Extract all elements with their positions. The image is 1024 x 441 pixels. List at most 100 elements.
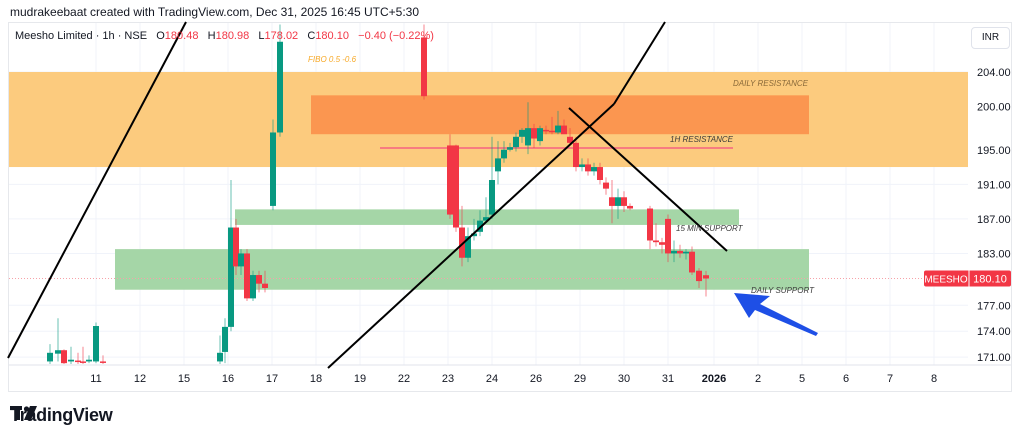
trendline-descending (568, 107, 728, 252)
chart-pane[interactable] (8, 22, 1012, 392)
high-value: 180.98 (215, 30, 250, 42)
candle (80, 361, 86, 363)
candle (501, 149, 507, 159)
price-tag-symbol: MEESHO (924, 274, 968, 285)
candle (689, 251, 695, 273)
x-tick: 5 (799, 373, 805, 385)
candle (447, 145, 453, 215)
candle (567, 136, 573, 143)
candle (603, 182, 609, 189)
candle (477, 220, 483, 232)
y-tick: 187.00 (977, 214, 1011, 226)
candle (222, 326, 228, 352)
candle (68, 359, 74, 362)
candle (507, 147, 513, 150)
candle (61, 350, 67, 364)
x-tick: 8 (931, 373, 937, 385)
trendlines[interactable] (7, 21, 818, 369)
y-tick: 171.00 (977, 352, 1011, 364)
low-value: 178.02 (264, 30, 299, 42)
candle (647, 208, 653, 241)
candle (621, 197, 627, 206)
candle (277, 41, 283, 133)
y-tick: 183.00 (977, 248, 1011, 260)
candle (555, 125, 561, 133)
candle (683, 251, 689, 254)
candle (471, 233, 477, 237)
x-tick: 2 (755, 373, 761, 385)
x-tick: 12 (134, 373, 146, 385)
x-tick: 23 (442, 373, 454, 385)
trendline-left (7, 21, 187, 359)
candle (597, 167, 603, 180)
svg-text:1H RESISTANCE: 1H RESISTANCE (670, 135, 734, 144)
candle (531, 128, 537, 139)
candle (75, 360, 81, 363)
tradingview-logo[interactable]: TradingView (10, 405, 113, 426)
price-tag-value: 180.10 (973, 273, 1007, 285)
candle (653, 240, 659, 243)
svg-text:15 MIN SUPPORT: 15 MIN SUPPORT (676, 224, 744, 233)
candle (513, 136, 519, 148)
y-tick: 204.00 (977, 67, 1011, 79)
open-value: 180.48 (164, 30, 199, 42)
candle (217, 352, 223, 362)
arrow-icon (734, 293, 818, 336)
x-tick: 6 (843, 373, 849, 385)
price-tag (924, 270, 1011, 287)
x-tick: 31 (662, 373, 674, 385)
x-tick: 18 (310, 373, 322, 385)
candle (47, 352, 53, 362)
candle (270, 132, 276, 206)
candles (47, 24, 709, 364)
candle (238, 253, 244, 267)
x-tick: 29 (574, 373, 586, 385)
candle (615, 197, 621, 206)
x-tick: 30 (618, 373, 630, 385)
candle (495, 158, 501, 172)
change-value: −0.40 (−0.22%) (358, 30, 434, 42)
candle (525, 128, 531, 146)
currency-button[interactable]: INR (971, 27, 1010, 49)
x-tick: 24 (486, 373, 498, 385)
candle (543, 129, 549, 132)
brand-name: TradingView (10, 405, 113, 425)
candle (233, 227, 239, 267)
candle (591, 167, 597, 172)
candle (696, 270, 702, 282)
candle (519, 129, 525, 137)
svg-text:DAILY RESISTANCE: DAILY RESISTANCE (733, 79, 809, 88)
candle (489, 180, 495, 215)
symbol-name: Meesho Limited · 1h · NSE (15, 30, 148, 42)
candle (561, 125, 567, 135)
candle (93, 326, 99, 362)
candle (100, 361, 106, 363)
chart-credit: mudrakeebaat created with TradingView.co… (10, 5, 420, 19)
candle (579, 164, 585, 168)
candle (262, 283, 268, 288)
candle (537, 128, 543, 142)
candle (244, 253, 250, 299)
close-value: 180.10 (315, 30, 349, 42)
y-tick: 174.00 (977, 326, 1011, 338)
y-tick: 191.00 (977, 179, 1011, 191)
tradingview-logo-icon (10, 406, 37, 420)
y-tick: 200.00 (977, 102, 1011, 114)
trendline-ascending-extension (613, 21, 666, 105)
candle (483, 217, 489, 221)
svg-text:FIBO 0.5 -0.6: FIBO 0.5 -0.6 (308, 55, 357, 64)
x-tick: 22 (398, 373, 410, 385)
candle (55, 350, 61, 354)
candle (665, 218, 671, 254)
candle (609, 197, 615, 206)
zones (9, 72, 968, 290)
candle (465, 236, 471, 258)
y-tick: 195.00 (977, 145, 1011, 157)
candle (671, 250, 677, 254)
candle (659, 242, 665, 245)
candle (549, 130, 555, 133)
candle (250, 275, 256, 299)
x-tick: 26 (530, 373, 542, 385)
trendline-ascending (327, 103, 615, 369)
